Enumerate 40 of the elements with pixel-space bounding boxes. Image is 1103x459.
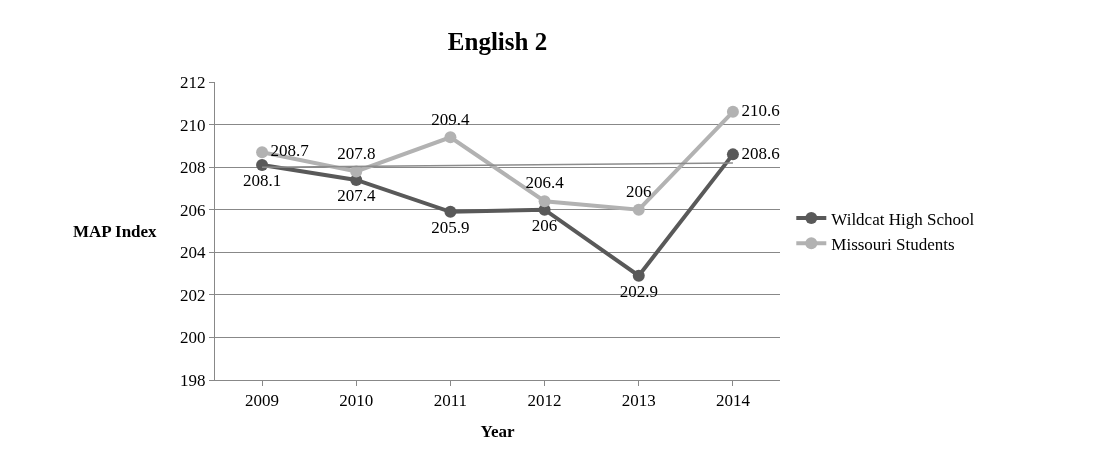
data-label: 207.8	[337, 143, 376, 163]
data-label: 202.9	[619, 281, 658, 301]
point	[444, 131, 457, 144]
x-axis-title: Year	[480, 421, 515, 441]
point	[444, 205, 457, 218]
y-tick-label: 202	[180, 285, 206, 305]
point	[632, 203, 645, 216]
data-label: 208.7	[270, 141, 310, 161]
data-label: 207.4	[337, 186, 376, 206]
data-label: 205.9	[431, 218, 470, 238]
point	[632, 269, 645, 282]
y-axis-title: MAP Index	[73, 222, 158, 241]
x-tick-label: 2013	[621, 391, 656, 411]
x-tick-label: 2011	[433, 391, 468, 411]
point	[538, 195, 551, 208]
data-label: 208.6	[741, 143, 780, 163]
y-tick-label: 204	[180, 243, 207, 263]
x-tick-label: 2010	[339, 391, 374, 411]
point	[350, 165, 363, 178]
x-tick-label: 2014	[715, 391, 751, 411]
data-label: 208.1	[242, 171, 282, 191]
point	[726, 148, 739, 161]
data-label: 210.6	[741, 101, 780, 121]
data-label: 206	[531, 215, 558, 235]
chart-title: English 2	[447, 27, 548, 55]
data-label: 209.4	[431, 109, 471, 129]
x-tick-label: 2012	[527, 391, 562, 411]
y-tick-label: 208	[180, 158, 206, 178]
point	[256, 146, 269, 159]
x-tick-label: 2009	[245, 391, 280, 411]
legend-label: Wildcat High School	[831, 209, 975, 229]
y-tick-label: 200	[180, 328, 206, 348]
y-tick-label: 198	[180, 370, 206, 390]
legend-label: Missouri Students	[831, 234, 955, 254]
y-tick-label: 212	[180, 72, 206, 92]
point	[726, 105, 739, 118]
y-tick-label: 210	[180, 115, 206, 135]
data-label: 206.4	[525, 173, 565, 193]
data-label: 206	[626, 181, 652, 201]
y-tick-label: 206	[180, 200, 206, 220]
